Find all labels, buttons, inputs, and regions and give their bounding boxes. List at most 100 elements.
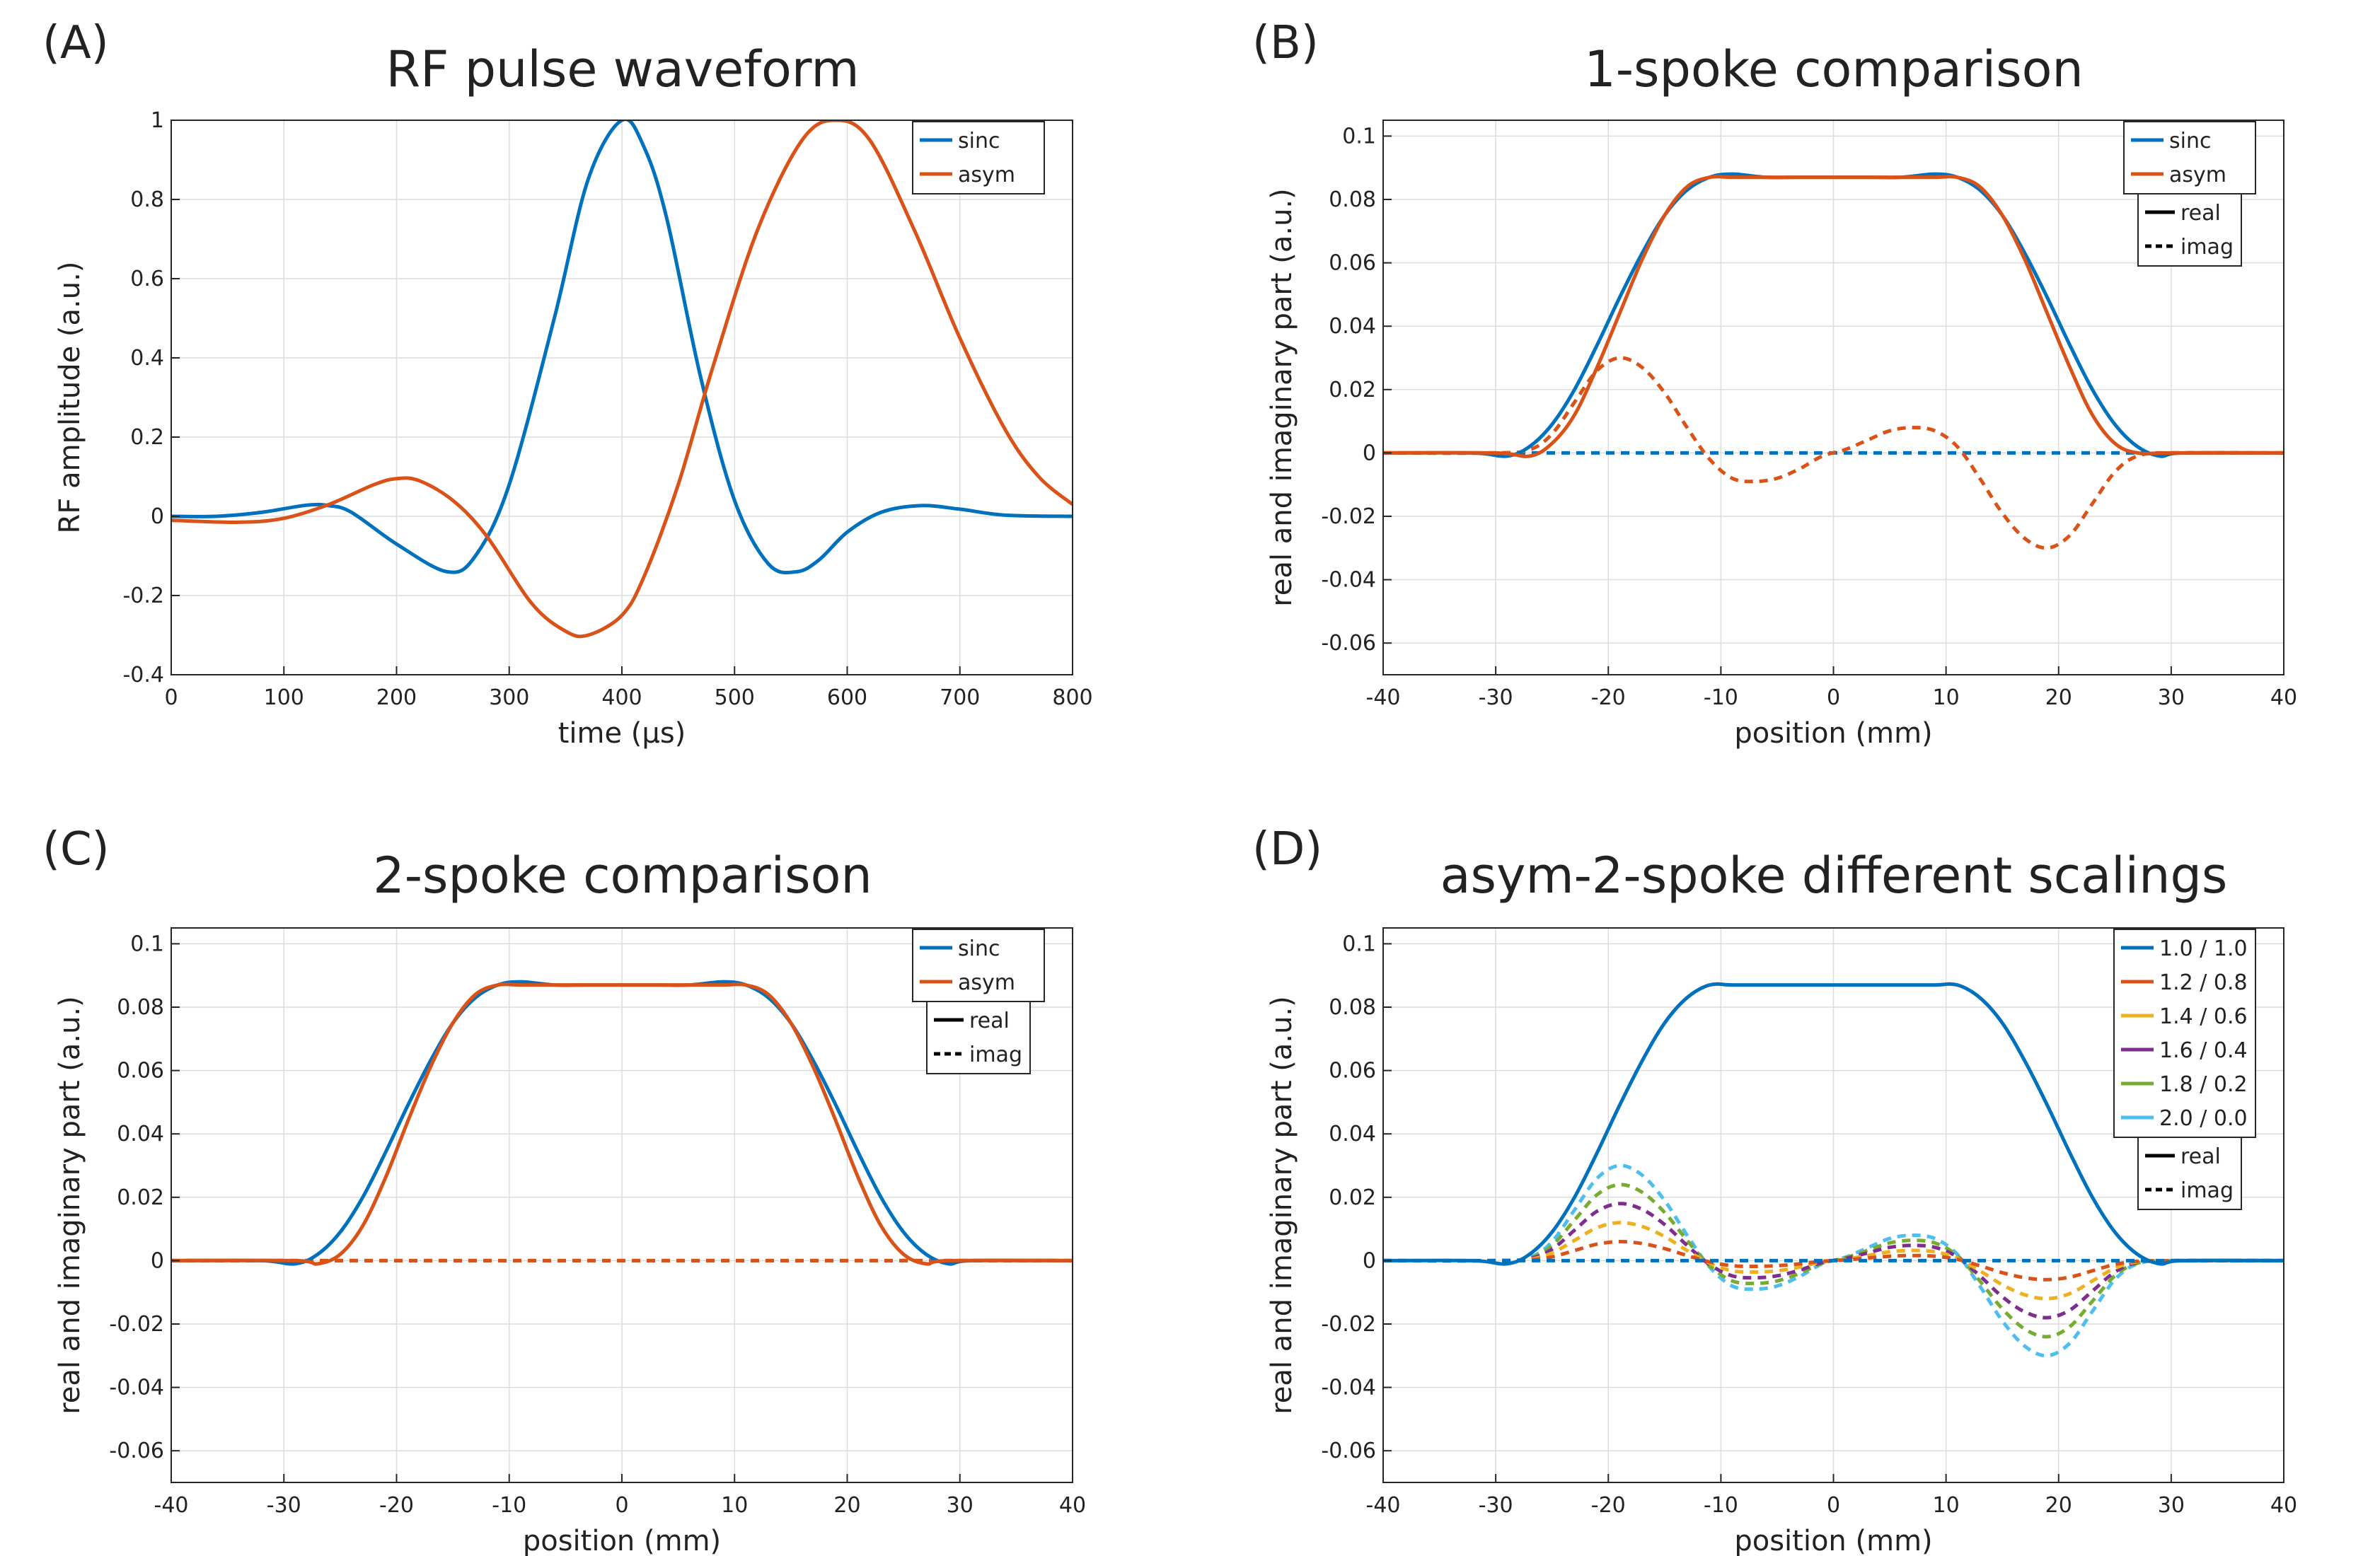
- y-tick-label: 0.4: [130, 346, 164, 371]
- y-tick-label: 1: [151, 108, 164, 133]
- series-asym-real: [171, 982, 1073, 1266]
- chart-panel-3: (C) 2-spoke comparison -40 -30 -20 -10 0 10 20 30…: [42, 823, 1086, 1556]
- series-1-0-1-0-real: [1383, 982, 2284, 1266]
- style-legend: real imag: [2137, 1137, 2242, 1210]
- style-legend-label: real: [2180, 201, 2221, 226]
- series-asym-imag: [1383, 356, 2284, 550]
- legend-label: 1.6 / 0.4: [2159, 1038, 2248, 1063]
- x-tick-label: 700: [940, 685, 980, 710]
- x-axis-label: position (mm): [1734, 717, 1932, 750]
- y-tick-label: 0.04: [117, 1122, 164, 1146]
- style-legend-label: imag: [969, 1043, 1022, 1067]
- chart-title: RF pulse waveform: [386, 40, 859, 98]
- y-tick-label: -0.06: [1321, 631, 1376, 656]
- y-tick-label: 0.1: [1342, 124, 1376, 149]
- y-tick-label: 0: [151, 1248, 164, 1273]
- legend-label: 1.8 / 0.2: [2159, 1072, 2248, 1097]
- x-tick-label: 20: [2045, 1493, 2072, 1518]
- style-legend-label: imag: [2180, 1178, 2234, 1203]
- x-axis-label: position (mm): [1734, 1525, 1932, 1556]
- y-tick-label: -0.04: [1321, 568, 1376, 593]
- y-tick-label: -0.02: [1321, 504, 1376, 529]
- ticks: -40 -30 -20 -10 0 10 20 30 40 -0.06 -0.04 -0.02 0 0.0…: [109, 931, 1086, 1518]
- y-tick-label: 0: [1363, 1248, 1376, 1273]
- y-tick-label: -0.04: [1321, 1376, 1376, 1400]
- x-tick-label: -40: [154, 1493, 189, 1518]
- x-tick-label: 100: [264, 685, 304, 710]
- y-tick-label: 0.02: [117, 1185, 164, 1210]
- y-tick-label: -0.06: [1321, 1439, 1376, 1463]
- x-tick-label: 30: [2158, 1493, 2185, 1518]
- x-axis-label: time (μs): [558, 717, 686, 750]
- style-legend-label: imag: [2180, 235, 2234, 260]
- y-tick-label: -0.06: [109, 1439, 164, 1463]
- x-tick-label: -10: [1704, 1493, 1738, 1518]
- ticks: 0 100 200 300 400 500 600 700 800 -0.4 -0.2 0 0.2 0.4…: [122, 108, 1092, 710]
- series-group: [1383, 172, 2284, 550]
- x-tick-label: 10: [721, 1493, 748, 1518]
- legend: sinc asym: [912, 121, 1045, 194]
- y-axis-label: real and imaginary part (a.u.): [1266, 996, 1298, 1415]
- chart-title: 1-spoke comparison: [1584, 40, 2084, 98]
- x-tick-label: 0: [1827, 1493, 1840, 1518]
- y-tick-label: -0.04: [109, 1376, 164, 1400]
- x-tick-label: -20: [1591, 685, 1626, 710]
- x-tick-label: -30: [267, 1493, 301, 1518]
- x-axis-label: position (mm): [523, 1525, 721, 1556]
- x-tick-label: -10: [492, 1493, 526, 1518]
- x-tick-label: 800: [1052, 685, 1092, 710]
- y-tick-label: 0.04: [1329, 1122, 1376, 1146]
- legend-label: asym: [958, 163, 1015, 187]
- style-legend-label: real: [969, 1009, 1010, 1033]
- x-tick-label: 30: [2158, 685, 2185, 710]
- series-group: [171, 120, 1073, 639]
- legend: 1.0 / 1.0 1.2 / 0.8 1.4 / 0.6 1.6 / 0.4 1.8 …: [2113, 929, 2256, 1138]
- y-tick-label: 0.08: [1329, 995, 1376, 1020]
- y-tick-label: -0.2: [122, 584, 164, 608]
- x-tick-label: 0: [615, 1493, 628, 1518]
- legend-box: [2123, 121, 2256, 194]
- chart-panel-2: (B) 1-spoke comparison -40 -30 -20 -10 0 10 20 30…: [1252, 17, 2297, 750]
- y-tick-label: 0.6: [130, 267, 164, 291]
- x-tick-label: -20: [379, 1493, 414, 1518]
- style-legend-box: [926, 1001, 1031, 1074]
- chart-title: asym-2-spoke different scalings: [1440, 847, 2228, 905]
- x-tick-label: 0: [164, 685, 178, 710]
- chart-panel-4: (D) asym-2-spoke different scalings -40 -30…: [1252, 823, 2297, 1556]
- legend-label: 1.2 / 0.8: [2159, 970, 2248, 995]
- series-group: [1383, 982, 2284, 1358]
- y-axis-label: RF amplitude (a.u.): [54, 262, 86, 534]
- legend-label: 2.0 / 0.0: [2159, 1106, 2248, 1131]
- y-tick-label: 0.06: [1329, 1059, 1376, 1084]
- x-tick-label: 300: [489, 685, 529, 710]
- ticks: -40 -30 -20 -10 0 10 20 30 40 -0.06 -0.04 -0.02 0 0.0…: [1321, 124, 2297, 710]
- y-tick-label: 0.06: [1329, 251, 1376, 276]
- legend-label: sinc: [958, 129, 1000, 153]
- legend-label: sinc: [958, 936, 1000, 961]
- legend-box: [2113, 929, 2256, 1138]
- x-tick-label: -30: [1479, 1493, 1513, 1518]
- legend-label: asym: [2169, 163, 2226, 187]
- y-tick-label: 0: [151, 504, 164, 529]
- x-tick-label: 10: [1933, 1493, 1960, 1518]
- x-tick-label: -10: [1704, 685, 1738, 710]
- x-tick-label: 600: [827, 685, 867, 710]
- panel-label: (D): [1252, 823, 1322, 876]
- x-tick-label: 30: [947, 1493, 974, 1518]
- y-tick-label: 0.08: [1329, 187, 1376, 212]
- legend-label: 1.4 / 0.6: [2159, 1004, 2248, 1029]
- y-tick-label: -0.02: [109, 1312, 164, 1337]
- x-tick-label: 10: [1933, 685, 1960, 710]
- style-legend: real imag: [926, 1001, 1031, 1074]
- x-tick-label: -20: [1591, 1493, 1626, 1518]
- legend: sinc asym: [912, 929, 1045, 1002]
- y-tick-label: -0.02: [1321, 1312, 1376, 1337]
- x-tick-label: 20: [2045, 685, 2072, 710]
- y-tick-label: -0.4: [122, 663, 164, 687]
- series-sinc: [171, 120, 1073, 575]
- panel-label: (C): [42, 823, 110, 876]
- legend-label: asym: [958, 970, 1015, 995]
- style-legend-label: real: [2180, 1144, 2221, 1169]
- x-tick-label: 40: [1059, 1493, 1086, 1518]
- y-axis-label: real and imaginary part (a.u.): [54, 996, 86, 1415]
